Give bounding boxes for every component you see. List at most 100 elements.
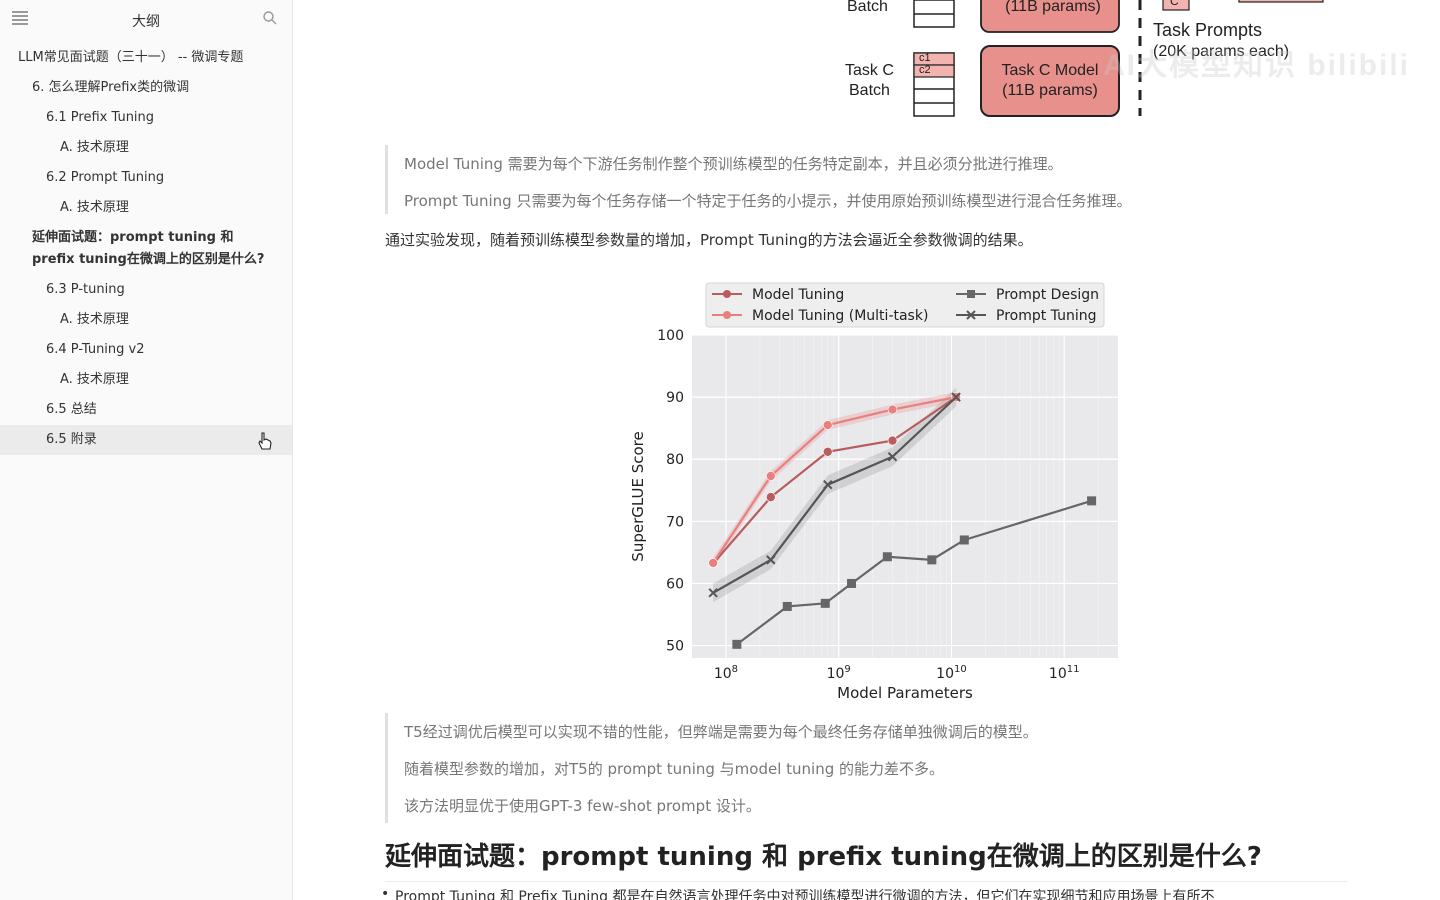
data-point (766, 492, 776, 502)
y-tick-label: 90 (666, 390, 684, 406)
y-tick-label: 50 (666, 639, 684, 655)
outline-item-label: 6.2 Prompt Tuning (46, 170, 165, 185)
data-point (882, 552, 892, 562)
outline-item[interactable]: 6.4 P-Tuning v2 (0, 335, 292, 365)
y-tick-label: 80 (666, 452, 684, 468)
outline-sidebar: 大纲 LLM常见面试题（三十一） -- 微调专题 6. 怎么理解Prefix类的微… (0, 0, 293, 900)
task-prompts-params-label: (20K params each) (1153, 43, 1290, 60)
data-point (959, 535, 969, 545)
legend-marker (723, 311, 731, 319)
section-heading: 延伸面试题：prompt tuning 和 prefix tuning在微调上的… (385, 836, 1348, 882)
outline-toggle-icon[interactable] (12, 11, 28, 27)
sidebar-title: 大纲 (132, 14, 160, 30)
y-tick-label: 70 (666, 514, 684, 530)
outline-item[interactable]: 6.1 Prefix Tuning (0, 103, 292, 133)
series-line (736, 499, 1092, 646)
legend-label: Model Tuning (Multi-task) (752, 308, 928, 324)
y-axis-label: SuperGLUE Score (629, 431, 647, 561)
outline-item-label: 6.1 Prefix Tuning (46, 110, 155, 125)
task-c-params-label: (11B params) (1002, 82, 1098, 99)
outline-item[interactable]: LLM常见面试题（三十一） -- 微调专题 (0, 43, 292, 73)
plot-area (692, 335, 1118, 658)
outline-item[interactable]: A. 技术原理 (0, 133, 292, 163)
data-point (951, 392, 961, 402)
x-tick-label: 108 (714, 664, 738, 682)
outline-item-label: 6.3 P-tuning (46, 282, 125, 297)
data-point (887, 452, 898, 462)
data-point (1087, 496, 1097, 506)
data-point (766, 555, 776, 565)
document-content[interactable]: Batch (11B params) Task C Batch c1 c2 Ta… (293, 0, 1440, 900)
data-point (822, 446, 833, 457)
outline-item[interactable]: 6.3 P-tuning (0, 275, 292, 305)
outline-item-label: LLM常见面试题（三十一） -- 微调专题 (18, 50, 244, 65)
blockquote-t5-notes: T5经过调优后模型可以实现不错的性能，但弊端是需要为每个最终任务存储单独微调后的… (385, 713, 1038, 823)
outline-item[interactable]: 6. 怎么理解Prefix类的微调 (0, 73, 292, 103)
outline-item-label: 延伸面试题：prompt tuning 和 prefix tuning在微调上的… (32, 230, 265, 267)
outline-item-label: 6. 怎么理解Prefix类的微调 (32, 80, 190, 95)
quote-line: Model Tuning 需要为每个下游任务制作整个预训练模型的任务特定副本，并… (404, 155, 1063, 173)
legend-marker (723, 290, 731, 298)
y-tick-label: 100 (657, 328, 684, 344)
quote-line: 随着模型参数的增加，对T5的 prompt tuning 与model tuni… (404, 760, 944, 778)
quote-line: Prompt Tuning 只需要为每个任务存储一个特定于任务的小提示，并使用原… (404, 192, 1132, 210)
outline-item-label: 6.5 总结 (46, 402, 97, 417)
outline-item-label: A. 技术原理 (60, 312, 129, 327)
hand-cursor-icon (258, 432, 272, 450)
y-tick-label: 60 (666, 576, 684, 592)
outline-item-label: 6.5 附录 (46, 432, 97, 447)
legend-label: Prompt Tuning (996, 308, 1097, 324)
data-point (708, 588, 718, 598)
data-point (927, 555, 937, 565)
quote-line: 该方法明显优于使用GPT-3 few-shot prompt 设计。 (404, 797, 761, 815)
batch-top-label: Batch (847, 0, 888, 15)
task-c-model-label: Task C Model (1001, 62, 1099, 79)
quote-line: T5经过调优后模型可以实现不错的性能，但弊端是需要为每个最终任务存储单独微调后的… (404, 723, 1038, 741)
blockquote-tuning-comparison: Model Tuning 需要为每个下游任务制作整个预训练模型的任务特定副本，并… (385, 145, 1131, 214)
c1-label: c1 (919, 52, 931, 64)
data-point (887, 435, 898, 446)
task-prompts-label: Task Prompts (1153, 20, 1263, 40)
diagram-shapes (913, 0, 1324, 117)
search-icon[interactable] (262, 10, 278, 26)
model-diagram: Batch (11B params) Task C Batch c1 c2 Ta… (833, 0, 1393, 120)
outline-item-label: A. 技术原理 (60, 200, 129, 215)
x-tick-label: 1010 (936, 664, 967, 682)
superglue-chart: 50 60 70 80 90 100 108 109 1010 1011 Model Paramet… (623, 278, 1123, 708)
outline-item[interactable]: 6.2 Prompt Tuning (0, 163, 292, 193)
outline-item-label: 6.4 P-Tuning v2 (46, 342, 145, 357)
watermark: AI大模型知识 bilibili (1103, 49, 1410, 82)
confidence-band (713, 387, 957, 603)
list-item: Prompt Tuning 和 Prefix Tuning 都是在自然语言处理任… (381, 886, 1214, 900)
data-point (847, 578, 857, 588)
data-point (782, 601, 792, 611)
batch-label: Batch (849, 82, 890, 99)
outline-item[interactable]: A. 技术原理 (0, 305, 292, 335)
outline-item[interactable]: 6.5 总结 (0, 395, 292, 425)
outline-list: LLM常见面试题（三十一） -- 微调专题 6. 怎么理解Prefix类的微调 6.… (0, 43, 292, 455)
data-point (766, 471, 776, 481)
outline-item[interactable]: 延伸面试题：prompt tuning 和 prefix tuning在微调上的… (0, 223, 292, 275)
task-c-label: Task C (845, 62, 894, 79)
paragraph-finding: 通过实验发现，随着预训练模型参数量的增加，Prompt Tuning的方法会逼近… (385, 231, 1033, 249)
outline-item-label: A. 技术原理 (60, 140, 129, 155)
x-tick-label: 109 (827, 664, 851, 682)
x-axis-label: Model Parameters (837, 684, 973, 702)
chart-svg: 50 60 70 80 90 100 108 109 1010 1011 Model Paramet… (629, 282, 1118, 702)
data-point (732, 639, 742, 649)
data-point (820, 598, 830, 608)
sidebar-header: 大纲 (0, 0, 292, 38)
legend-label: Prompt Design (996, 287, 1099, 303)
confidence-band (713, 392, 957, 568)
data-point (708, 558, 718, 568)
outline-item-label: A. 技术原理 (60, 372, 129, 387)
outline-item[interactable]: A. 技术原理 (0, 365, 292, 395)
top-model-label: (11B params) (1005, 0, 1101, 15)
legend-marker (966, 310, 976, 320)
legend-marker (967, 290, 975, 298)
outline-item[interactable]: A. 技术原理 (0, 193, 292, 223)
outline-item[interactable]: 6.5 附录 (0, 425, 292, 455)
data-point (822, 420, 833, 430)
data-point (887, 404, 898, 415)
